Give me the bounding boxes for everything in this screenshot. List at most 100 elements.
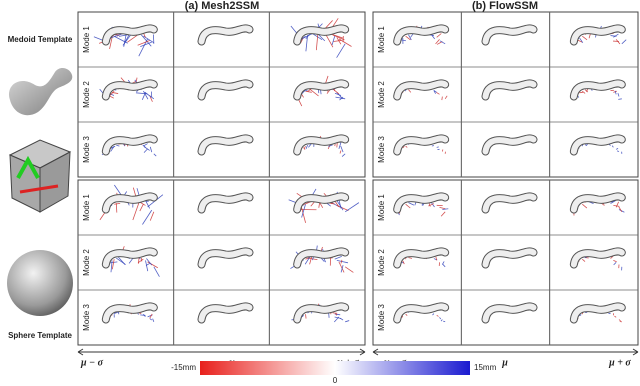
deformation-vector <box>617 92 620 97</box>
deformation-vector <box>311 32 323 41</box>
shape-body <box>570 193 625 213</box>
deformation-vector <box>334 316 342 319</box>
deformation-vector <box>137 258 144 264</box>
shape-body <box>394 303 449 323</box>
deformation-vector <box>582 203 588 209</box>
shape-body <box>394 80 449 100</box>
axis-label: μ <box>501 357 508 368</box>
shape-body <box>102 248 157 268</box>
deformation-vector <box>435 39 440 45</box>
deformation-vector <box>408 34 412 41</box>
deformation-vector <box>582 90 586 94</box>
colorbar-max: 15mm <box>474 363 497 372</box>
deformation-vector <box>335 313 338 316</box>
shape-body <box>198 193 253 213</box>
deformation-vector <box>132 201 140 221</box>
deformation-vector <box>309 88 319 97</box>
grid-frame <box>372 11 639 178</box>
deformation-vector <box>334 92 342 96</box>
deformation-vector <box>340 259 343 264</box>
mode-label: Mode 1 <box>377 194 386 221</box>
deformation-vector <box>335 96 346 100</box>
shape-body <box>482 80 537 100</box>
shape-body <box>570 248 625 268</box>
deformation-vector <box>143 90 149 100</box>
deformation-vector <box>614 315 617 318</box>
deformation-vector <box>331 35 336 46</box>
deformation-vector <box>436 33 442 38</box>
deformation-vector <box>613 262 617 266</box>
colorbar <box>200 361 470 375</box>
deformation-vector <box>305 144 308 150</box>
axis-label: μ + σ <box>608 357 631 368</box>
deformation-vector <box>621 39 627 45</box>
deformation-vector <box>339 150 342 154</box>
deformation-vector <box>338 261 345 273</box>
mode-label: Mode 3 <box>377 304 386 331</box>
deformation-vector <box>405 313 408 316</box>
deformation-vector <box>584 89 589 93</box>
deformation-vector <box>443 320 446 323</box>
shape-body <box>394 25 449 45</box>
deformation-vector <box>336 43 346 58</box>
shape-body <box>198 25 253 45</box>
deformation-vector <box>408 89 412 93</box>
deformation-vector <box>344 202 360 213</box>
deformation-vector <box>110 145 115 152</box>
template-label: Medoid Template <box>8 35 73 44</box>
shape-body <box>394 248 449 268</box>
deformation-vector <box>144 91 155 100</box>
panel-title: (b) FlowSSM <box>472 0 538 12</box>
axis-arrows <box>77 348 639 356</box>
deformation-vector <box>402 260 405 265</box>
deformation-vector <box>338 38 352 47</box>
deformation-vector <box>137 40 150 46</box>
mode-label: Mode 3 <box>82 136 91 163</box>
deformation-vector <box>579 314 582 317</box>
deformation-vector <box>433 89 437 93</box>
deformation-vector <box>111 259 115 270</box>
mode-label: Mode 3 <box>82 304 91 331</box>
shape-body <box>102 135 157 155</box>
deformation-vector <box>613 204 620 207</box>
deformation-vector <box>143 146 150 151</box>
deformation-vector <box>303 147 306 150</box>
deformation-vector <box>143 148 148 153</box>
deformation-vector <box>114 203 121 205</box>
deformation-vector <box>340 264 344 273</box>
deformation-vector <box>300 206 306 223</box>
deformation-vector <box>145 260 149 272</box>
deformation-vector <box>135 92 148 95</box>
colorbar-min: -15mm <box>171 363 196 372</box>
shape-body <box>570 303 625 323</box>
mode-label: Mode 2 <box>82 249 91 276</box>
deformation-vector <box>340 145 344 153</box>
deformation-vector <box>430 201 435 208</box>
deformation-vector <box>339 96 344 101</box>
deformation-vector <box>432 313 435 316</box>
deformation-vector <box>442 208 449 210</box>
deformation-vector <box>613 33 619 38</box>
deformation-vector <box>615 201 619 208</box>
shape-body <box>570 80 625 100</box>
deformation-vector <box>613 259 617 263</box>
deformation-vector <box>115 203 118 213</box>
deformation-vector <box>439 40 446 45</box>
deformation-vector <box>305 90 312 93</box>
deformation-vector <box>405 203 411 209</box>
shape-body <box>102 193 157 213</box>
shape-body <box>102 303 157 323</box>
deformation-vector <box>408 202 415 206</box>
deformation-vector <box>428 203 435 207</box>
deformation-vector <box>152 318 155 322</box>
template-label: Sphere Template <box>8 331 72 340</box>
deformation-vector <box>328 144 333 147</box>
deformation-vector <box>441 149 444 152</box>
shape-body <box>570 135 625 155</box>
deformation-vector <box>309 256 313 265</box>
deformation-vector <box>440 319 443 322</box>
deformation-vector <box>616 148 619 150</box>
deformation-vector <box>441 96 443 101</box>
deformation-vector <box>401 315 404 318</box>
